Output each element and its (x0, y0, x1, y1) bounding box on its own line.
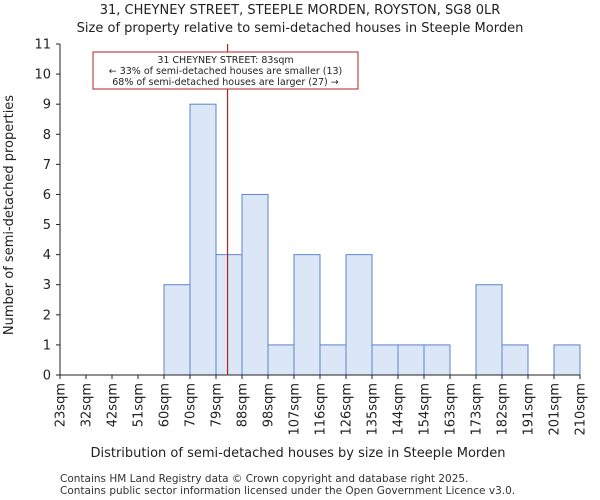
annotation-smaller: ← 33% of semi-detached houses are smalle… (109, 66, 343, 77)
x-tick-label: 79sqm (210, 383, 225, 427)
y-tick-label: 1 (43, 338, 51, 353)
x-tick-label: 98sqm (262, 383, 277, 427)
x-tick-label: 163sqm (444, 383, 459, 436)
x-tick-label: 116sqm (314, 383, 329, 436)
histogram-bar (215, 254, 243, 376)
y-tick-label: 0 (43, 369, 51, 384)
x-tick-label: 32sqm (80, 383, 95, 427)
y-tick-label: 4 (43, 248, 51, 263)
y-tick-label: 10 (34, 68, 51, 83)
x-tick-label: 210sqm (574, 383, 589, 436)
x-tick-label: 191sqm (522, 383, 537, 436)
chart-subtitle: Size of property relative to semi-detach… (76, 21, 524, 36)
histogram-bar (475, 284, 503, 376)
histogram-bar (163, 284, 191, 376)
y-tick-label: 3 (43, 278, 51, 293)
x-tick-label: 107sqm (288, 383, 303, 436)
chart-title: 31, CHEYNEY STREET, STEEPLE MORDEN, ROYS… (99, 3, 501, 18)
x-tick-label: 60sqm (158, 383, 173, 427)
y-tick-label: 5 (43, 218, 51, 233)
x-tick-label: 42sqm (106, 383, 121, 427)
histogram-bar (189, 103, 217, 376)
x-tick-label: 154sqm (418, 383, 433, 436)
x-tick-label: 51sqm (132, 383, 147, 427)
histogram-chart: 0 1 2 3 4 5 6 7 8 9 10 11 23sqm 32sqm 42sqm 51sqm 60sqm 7… (2, 38, 589, 462)
x-tick-label: 201sqm (548, 383, 563, 436)
histogram-bar (345, 254, 373, 376)
histogram-bar (241, 193, 269, 376)
x-tick-label: 23sqm (54, 383, 69, 427)
histogram-bar (501, 344, 529, 376)
x-tick-label: 173sqm (470, 383, 485, 436)
annotation-title: 31 CHEYNEY STREET: 83sqm (157, 55, 293, 66)
x-tick-label: 144sqm (392, 383, 407, 436)
histogram-bar (267, 344, 295, 376)
histogram-bar (371, 344, 399, 376)
x-tick-label: 135sqm (366, 383, 381, 436)
footer-licence: Contains public sector information licen… (60, 485, 516, 497)
y-tick-label: 8 (43, 128, 51, 143)
x-tick-label: 182sqm (496, 383, 511, 436)
histogram-bar (293, 254, 321, 376)
histogram-bar (423, 344, 451, 376)
x-tick-label: 126sqm (340, 383, 355, 436)
histogram-bar (397, 344, 425, 376)
footer-copyright: Contains HM Land Registry data © Crown c… (60, 473, 469, 485)
x-axis-label: Distribution of semi-detached houses by … (90, 446, 505, 461)
y-axis-label: Number of semi-detached properties (2, 95, 17, 335)
histogram-bar (553, 344, 581, 376)
y-tick-label: 6 (43, 188, 51, 203)
y-tick-label: 2 (43, 308, 51, 323)
annotation-box (92, 51, 359, 90)
x-tick-label: 70sqm (184, 383, 199, 427)
histogram-bar (319, 344, 347, 376)
y-tick-label: 9 (43, 98, 51, 113)
y-tick-label: 7 (43, 158, 51, 173)
x-tick-label: 88sqm (236, 383, 251, 427)
y-tick-label: 11 (34, 38, 51, 53)
annotation-larger: 68% of semi-detached houses are larger (… (112, 77, 339, 88)
